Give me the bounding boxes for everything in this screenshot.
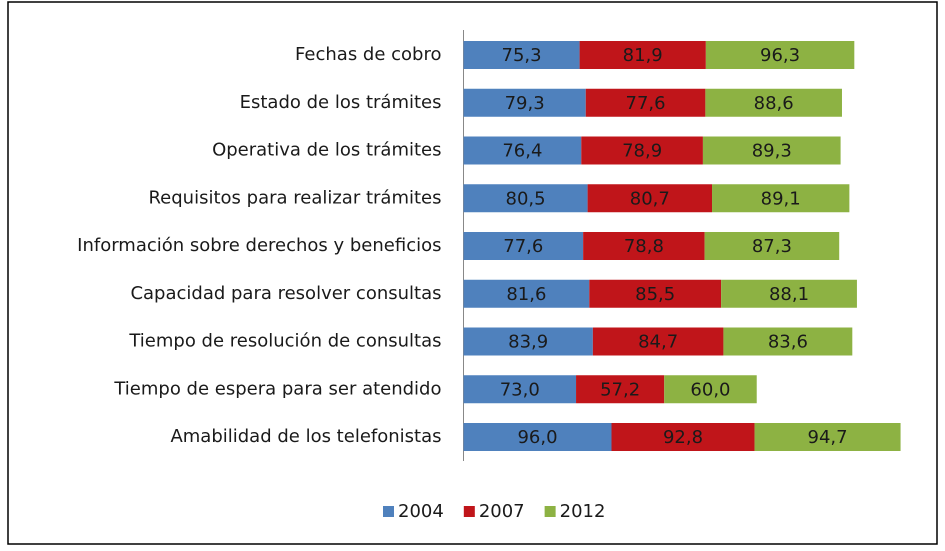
data-label: 60,0	[690, 379, 730, 400]
category-label: Información sobre derechos y beneficios	[77, 235, 441, 256]
data-label: 83,6	[768, 332, 808, 353]
data-label: 96,3	[760, 45, 800, 66]
bar-segment	[705, 88, 842, 117]
data-label: 94,7	[808, 427, 848, 448]
data-label: 81,6	[506, 284, 546, 305]
bar-segment	[463, 41, 580, 69]
category-label: Estado de los trámites	[240, 92, 442, 113]
legend-swatch	[544, 506, 556, 517]
data-label: 96,0	[517, 427, 557, 448]
bar-segment	[702, 136, 841, 165]
bar-segment	[723, 327, 853, 356]
data-label: 80,5	[506, 188, 546, 209]
data-label: 92,8	[663, 427, 703, 448]
bar-segment	[587, 184, 713, 213]
chart-frame	[7, 1, 938, 545]
data-label: 73,0	[500, 379, 540, 400]
bar-segment	[705, 41, 855, 69]
bar-segment	[463, 423, 612, 451]
bar-segment	[463, 88, 586, 117]
legend-label: 2004	[398, 501, 444, 522]
bar-segment	[463, 279, 590, 308]
bar-segment	[721, 279, 857, 308]
data-label: 77,6	[503, 236, 543, 257]
bar-segment	[589, 279, 722, 308]
data-label: 81,9	[623, 45, 663, 66]
bar-segment	[583, 232, 705, 260]
data-label: 79,3	[505, 93, 545, 114]
bar-segment	[704, 232, 840, 260]
data-label: 80,7	[630, 188, 670, 209]
data-label: 57,2	[600, 379, 640, 400]
data-label: 83,9	[508, 332, 548, 353]
data-label: 87,3	[752, 236, 792, 257]
bar-segment	[579, 41, 706, 69]
bar-segment	[463, 184, 588, 213]
data-label: 78,9	[622, 141, 662, 162]
bar-segment	[712, 184, 850, 213]
data-label: 78,8	[624, 236, 664, 257]
category-label: Requisitos para realizar trámites	[148, 187, 441, 208]
data-label: 89,1	[761, 188, 801, 209]
category-label: Tiempo de espera para ser atendido	[113, 378, 441, 399]
bar-segment	[592, 327, 724, 356]
bar-segment	[585, 88, 706, 117]
bar-segment	[581, 136, 703, 165]
data-label: 85,5	[635, 284, 675, 305]
legend-label: 2012	[560, 501, 606, 522]
data-label: 88,1	[769, 284, 809, 305]
data-label: 84,7	[638, 332, 678, 353]
legend-label: 2007	[479, 501, 525, 522]
category-label: Fechas de cobro	[295, 44, 441, 65]
bar-segment	[664, 375, 757, 404]
bar-segment	[463, 136, 582, 165]
data-label: 77,6	[626, 93, 666, 114]
category-label: Tiempo de resolución de consultas	[128, 331, 441, 352]
data-label: 76,4	[502, 141, 542, 162]
category-label: Amabilidad de los telefonistas	[170, 426, 441, 447]
bar-segment	[754, 423, 901, 451]
data-label: 89,3	[752, 141, 792, 162]
bar-segment	[463, 375, 577, 404]
legend-swatch	[383, 506, 394, 517]
data-label: 75,3	[502, 45, 542, 66]
bar-segment	[463, 327, 593, 356]
bar-segment	[463, 232, 584, 260]
data-label: 88,6	[754, 93, 794, 114]
legend-swatch	[463, 506, 475, 517]
category-label: Operativa de los trámites	[212, 140, 441, 161]
category-label: Capacidad para resolver consultas	[130, 283, 441, 304]
bar-segment	[611, 423, 755, 451]
bar-segment	[576, 375, 665, 404]
